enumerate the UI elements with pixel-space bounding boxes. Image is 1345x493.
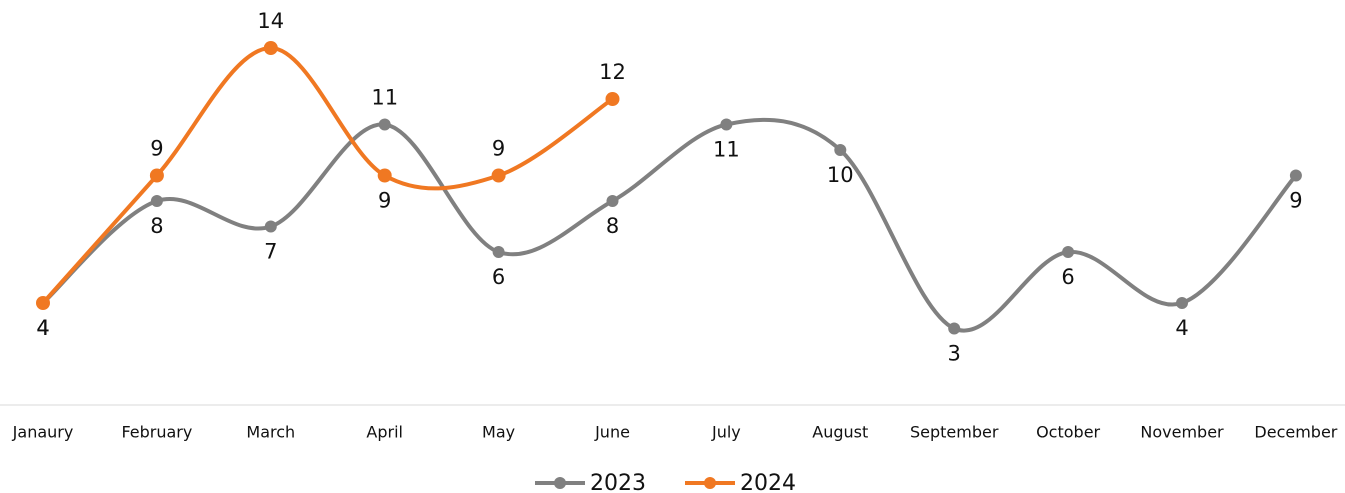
- data-label: 12: [599, 60, 626, 84]
- data-label: 11: [371, 86, 398, 110]
- data-point: [491, 168, 506, 183]
- legend: 2023 2024: [535, 471, 796, 493]
- x-tick-label: February: [121, 423, 192, 442]
- x-tick-label: November: [1140, 423, 1224, 442]
- legend-marker: [554, 477, 566, 489]
- data-point: [264, 220, 277, 233]
- x-tick-label: October: [1036, 423, 1100, 442]
- x-tick-label: July: [711, 423, 741, 442]
- data-label: 9: [1289, 189, 1302, 213]
- data-point: [149, 168, 164, 183]
- data-point: [378, 118, 391, 131]
- data-point: [263, 41, 278, 55]
- x-tick-label: June: [594, 423, 630, 442]
- data-point: [606, 195, 619, 207]
- data-point: [834, 144, 847, 156]
- data-point: [492, 246, 505, 258]
- series-line: [41, 117, 1298, 333]
- data-label: 9: [378, 189, 391, 213]
- legend-label: 2023: [590, 471, 646, 493]
- data-label: 10: [827, 163, 854, 187]
- data-label: 6: [492, 265, 505, 289]
- data-point: [1062, 246, 1075, 258]
- data-label: 7: [264, 240, 277, 264]
- legend-label: 2024: [740, 471, 796, 493]
- series-line: [41, 45, 614, 305]
- data-point: [720, 118, 733, 131]
- data-label: 4: [36, 316, 49, 340]
- x-tick-label: May: [482, 423, 515, 442]
- data-label: 3: [948, 342, 961, 366]
- x-tick-label: August: [812, 423, 868, 442]
- data-point: [150, 195, 163, 207]
- data-label: 9: [492, 137, 505, 161]
- x-tick-label: Janaury: [12, 423, 74, 442]
- x-tick-label: April: [366, 423, 403, 442]
- data-point: [605, 92, 620, 106]
- data-label: 14: [257, 9, 284, 33]
- data-point: [948, 322, 961, 335]
- data-point: [1176, 297, 1188, 309]
- data-label: 6: [1061, 265, 1074, 289]
- data-point: [377, 168, 392, 183]
- data-label: 9: [150, 137, 163, 161]
- data-label: 11: [713, 138, 740, 162]
- data-point: [36, 296, 50, 310]
- data-point: [1289, 169, 1302, 182]
- x-tick-label: March: [246, 423, 295, 442]
- data-label: 4: [36, 316, 49, 340]
- x-tick-label: December: [1254, 423, 1337, 442]
- data-label: 4: [1175, 316, 1188, 340]
- x-tick-label: September: [910, 423, 999, 442]
- data-label: 8: [150, 214, 163, 238]
- data-label: 8: [606, 214, 619, 238]
- legend-marker: [704, 477, 716, 489]
